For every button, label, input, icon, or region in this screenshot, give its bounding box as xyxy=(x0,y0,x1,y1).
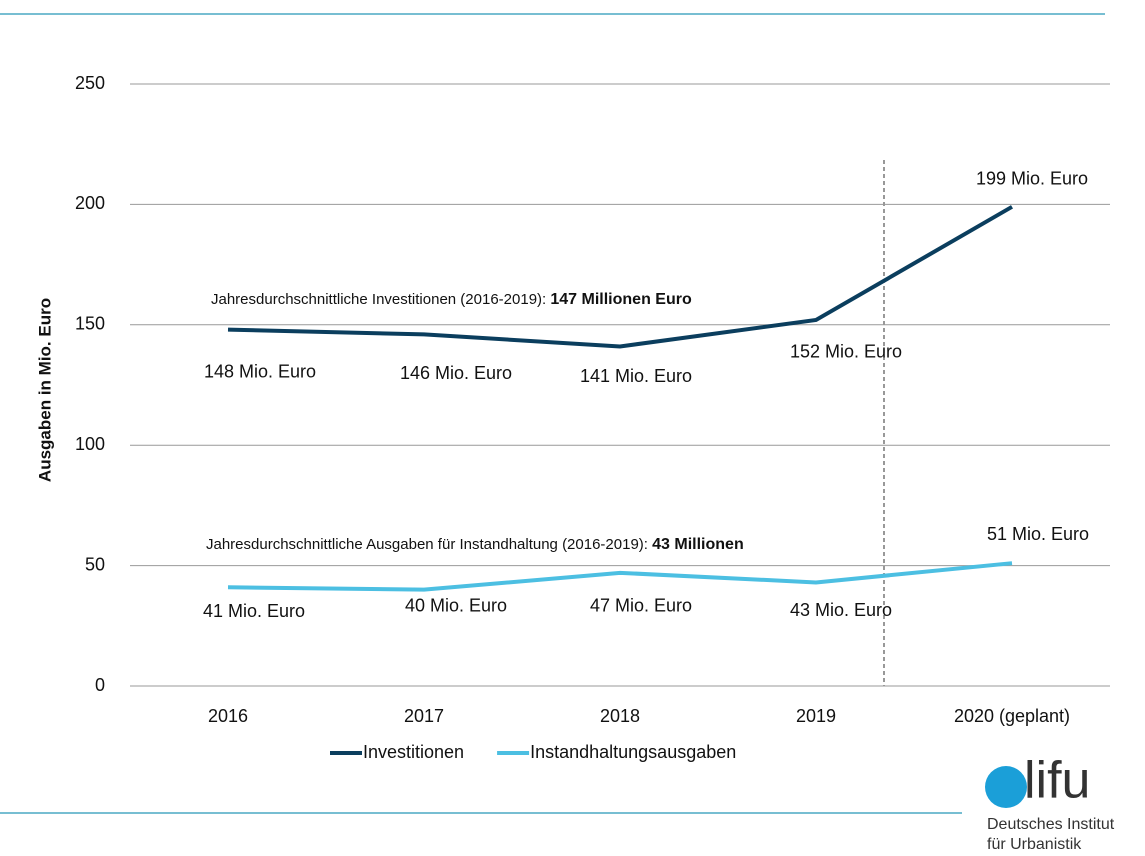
x-tick-label: 2016 xyxy=(208,706,248,726)
data-label: 199 Mio. Euro xyxy=(976,169,1088,189)
y-tick-label: 200 xyxy=(75,193,105,213)
annotation-value: 43 Millionen xyxy=(652,536,744,553)
x-tick-label: 2019 xyxy=(796,706,836,726)
y-axis-label: Ausgaben in Mio. Euro xyxy=(35,298,54,482)
legend-label: Instandhaltungsausgaben xyxy=(530,742,736,762)
x-tick-label: 2017 xyxy=(404,706,444,726)
line-series xyxy=(227,561,1013,592)
y-tick-label: 100 xyxy=(75,434,105,454)
line-series xyxy=(227,205,1014,349)
data-label: 146 Mio. Euro xyxy=(400,363,512,383)
logo-dot xyxy=(985,766,1027,808)
logo-name: lifu xyxy=(1024,752,1090,810)
data-label: 148 Mio. Euro xyxy=(204,361,316,381)
y-tick-label: 0 xyxy=(95,675,105,695)
data-label: 51 Mio. Euro xyxy=(987,524,1089,544)
annotation-value: 147 Millionen Euro xyxy=(550,291,692,308)
data-label: 141 Mio. Euro xyxy=(580,366,692,386)
x-tick-label: 2020 (geplant) xyxy=(954,706,1070,726)
data-label: 41 Mio. Euro xyxy=(203,601,305,621)
annotation: Jahresdurchschnittliche Ausgaben für Ins… xyxy=(206,536,744,553)
data-label: 47 Mio. Euro xyxy=(590,596,692,616)
y-tick-label: 150 xyxy=(75,314,105,334)
data-label: 43 Mio. Euro xyxy=(790,600,892,620)
annotation-text: Jahresdurchschnittliche Investitionen (2… xyxy=(211,291,550,308)
annotation: Jahresdurchschnittliche Investitionen (2… xyxy=(211,291,692,308)
data-label: 152 Mio. Euro xyxy=(790,342,902,362)
x-tick-label: 2018 xyxy=(600,706,640,726)
data-label: 40 Mio. Euro xyxy=(405,595,507,615)
y-tick-label: 50 xyxy=(85,554,105,574)
legend-label: Investitionen xyxy=(363,742,464,762)
y-tick-label: 250 xyxy=(75,73,105,93)
annotation-text: Jahresdurchschnittliche Ausgaben für Ins… xyxy=(206,536,652,553)
logo-line: Deutsches Institut xyxy=(987,816,1115,833)
logo-line: für Urbanistik xyxy=(987,836,1082,853)
